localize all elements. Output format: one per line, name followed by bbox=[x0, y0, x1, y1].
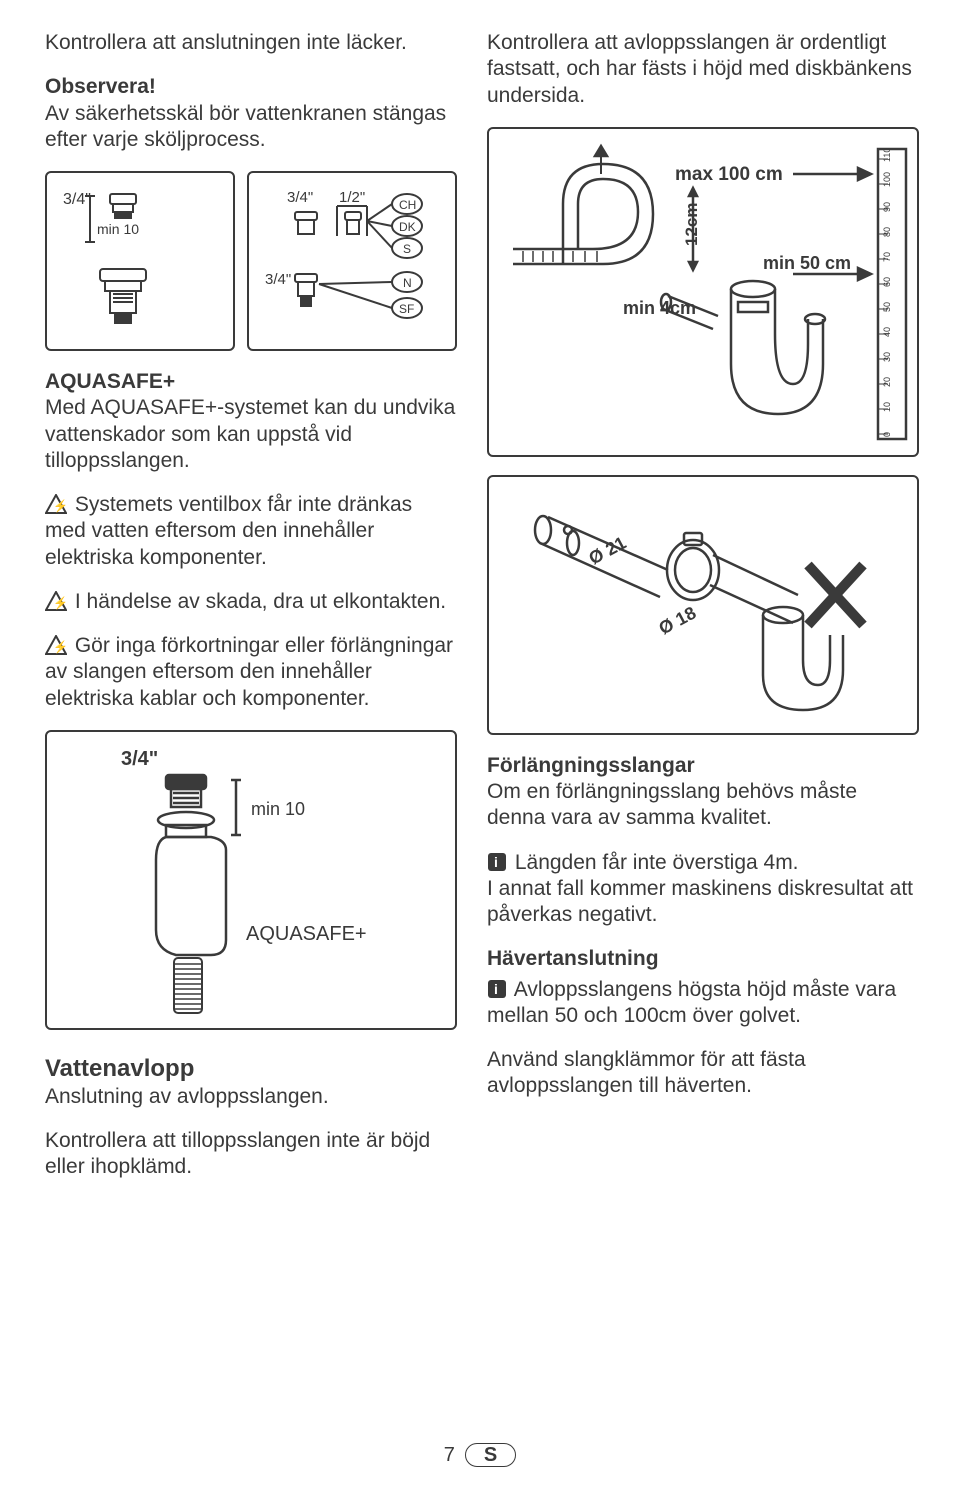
svg-text:110: 110 bbox=[882, 148, 892, 162]
siphon-title: Hävertanslutning bbox=[487, 947, 659, 970]
svg-text:80: 80 bbox=[882, 227, 892, 237]
svg-text:10: 10 bbox=[882, 402, 892, 412]
drain-height-diagram: 0 10 20 30 40 50 60 70 80 90 100 110 max… bbox=[487, 127, 919, 457]
svg-text:min 10: min 10 bbox=[251, 799, 305, 819]
svg-text:90: 90 bbox=[882, 202, 892, 212]
svg-text:1/2": 1/2" bbox=[339, 189, 365, 206]
warning-icon: ⚡ bbox=[45, 494, 67, 514]
info-length: i Längden får inte överstiga 4m. I annat… bbox=[487, 850, 919, 929]
aquasafe-block: AQUASAFE+ Med AQUASAFE+-systemet kan du … bbox=[45, 369, 457, 474]
drain-title: Vattenavlopp bbox=[45, 1055, 194, 1082]
svg-text:50: 50 bbox=[882, 302, 892, 312]
svg-text:i: i bbox=[494, 854, 498, 870]
observe-block: Observera! Av säkerhetsskäl bör vattenkr… bbox=[45, 74, 457, 153]
svg-text:30: 30 bbox=[882, 352, 892, 362]
svg-text:i: i bbox=[494, 981, 498, 997]
observe-title: Observera! bbox=[45, 75, 156, 98]
svg-text:⚡: ⚡ bbox=[53, 596, 67, 610]
svg-text:Ø 18: Ø 18 bbox=[655, 602, 699, 638]
svg-text:SF: SF bbox=[399, 302, 414, 316]
svg-text:S: S bbox=[403, 242, 411, 256]
clamp-text: Använd slangklämmor för att fästa avlopp… bbox=[487, 1047, 919, 1100]
svg-text:100: 100 bbox=[882, 172, 892, 187]
page-number: 7 bbox=[444, 1444, 455, 1467]
svg-text:3/4": 3/4" bbox=[287, 189, 313, 206]
svg-text:40: 40 bbox=[882, 327, 892, 337]
aquasafe-diagram: 3/4" min 10 AQUASAFE+ bbox=[45, 730, 457, 1030]
extension-body: Om en förlängningsslang behövs måste den… bbox=[487, 780, 857, 829]
check-leak-text: Kontrollera att anslutningen inte läcker… bbox=[45, 30, 457, 56]
page-footer: 7 S bbox=[0, 1443, 960, 1467]
svg-text:min 50 cm: min 50 cm bbox=[763, 253, 851, 273]
svg-text:CH: CH bbox=[399, 198, 416, 212]
connector-diagram-right: 3/4" 1/2" 3/4" CH DK S N SF bbox=[247, 171, 457, 351]
check-inlet-text: Kontrollera att tilloppsslangen inte är … bbox=[45, 1128, 457, 1181]
extension-title: Förlängningsslangar bbox=[487, 754, 695, 777]
svg-text:0: 0 bbox=[882, 432, 892, 437]
warning-icon: ⚡ bbox=[45, 635, 67, 655]
info-siphon: i Avloppsslangens högsta höjd måste vara… bbox=[487, 977, 919, 1030]
check-drain-text: Kontrollera att avloppsslangen är ordent… bbox=[487, 30, 919, 109]
svg-text:AQUASAFE+: AQUASAFE+ bbox=[246, 923, 367, 945]
warning-ventilbox: ⚡ Systemets ventilbox får inte dränkas m… bbox=[45, 492, 457, 571]
extension-block: Förlängningsslangar Om en förlängningssl… bbox=[487, 753, 919, 832]
right-column: Kontrollera att avloppsslangen är ordent… bbox=[487, 30, 919, 1199]
drain-block: Vattenavlopp Anslutning av avloppsslange… bbox=[45, 1054, 457, 1110]
diag-label: min 10 bbox=[97, 221, 139, 237]
svg-text:min 4cm: min 4cm bbox=[623, 298, 696, 318]
svg-text:⚡: ⚡ bbox=[53, 499, 67, 513]
left-column: Kontrollera att anslutningen inte läcker… bbox=[45, 30, 457, 1199]
svg-text:max 100 cm: max 100 cm bbox=[675, 164, 783, 185]
connector-diagram-left: 3/4" min 10 bbox=[45, 171, 235, 351]
svg-text:12cm: 12cm bbox=[682, 203, 701, 246]
connector-diagrams-row: 3/4" min 10 bbox=[45, 171, 457, 351]
clamp-diagram: Ø 21 Ø 18 bbox=[487, 475, 919, 735]
aquasafe-title: AQUASAFE+ bbox=[45, 370, 175, 393]
warning-unplug: ⚡ I händelse av skada, dra ut elkontakte… bbox=[45, 589, 457, 615]
siphon-title-block: Hävertanslutning bbox=[487, 946, 919, 972]
svg-text:⚡: ⚡ bbox=[53, 640, 67, 654]
warning-noshorten: ⚡ Gör inga förkortningar eller förlängni… bbox=[45, 633, 457, 712]
info-icon: i bbox=[487, 979, 507, 999]
aquasafe-body: Med AQUASAFE+-systemet kan du undvika va… bbox=[45, 396, 455, 472]
svg-text:3/4": 3/4" bbox=[265, 271, 291, 288]
language-pill: S bbox=[465, 1443, 516, 1467]
svg-text:Ø 21: Ø 21 bbox=[585, 532, 629, 568]
warning-icon: ⚡ bbox=[45, 591, 67, 611]
svg-text:3/4": 3/4" bbox=[121, 748, 158, 770]
diag-label: 3/4" bbox=[63, 191, 91, 208]
drain-body: Anslutning av avloppsslangen. bbox=[45, 1085, 329, 1108]
svg-text:70: 70 bbox=[882, 252, 892, 262]
svg-text:60: 60 bbox=[882, 277, 892, 287]
svg-text:N: N bbox=[403, 276, 412, 290]
svg-text:20: 20 bbox=[882, 377, 892, 387]
observe-body: Av säkerhetsskäl bör vattenkranen stänga… bbox=[45, 102, 446, 151]
svg-text:DK: DK bbox=[399, 220, 416, 234]
info-icon: i bbox=[487, 852, 507, 872]
